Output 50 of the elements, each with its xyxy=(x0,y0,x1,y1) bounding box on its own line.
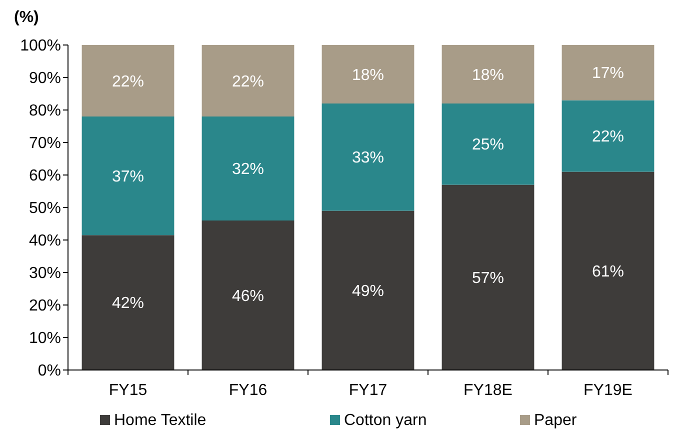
data-label: 17% xyxy=(592,65,624,82)
bar xyxy=(442,104,534,185)
legend-label: Home Textile xyxy=(114,412,206,429)
x-tick-label: FY16 xyxy=(228,382,268,399)
bar xyxy=(322,104,414,211)
legend-label: Paper xyxy=(534,412,578,429)
y-tick-label: 20% xyxy=(28,298,61,315)
data-label: 25% xyxy=(472,136,504,154)
data-label: 46% xyxy=(232,288,264,305)
bar xyxy=(562,45,654,100)
data-label: 33% xyxy=(352,150,384,167)
bar xyxy=(82,45,174,116)
y-tick-label: 70% xyxy=(28,135,61,152)
y-tick-label: 80% xyxy=(28,102,61,120)
y-tick-label: 40% xyxy=(28,232,61,250)
data-label: 22% xyxy=(592,128,624,146)
y-tick-label: 100% xyxy=(20,38,61,55)
data-label: 61% xyxy=(592,263,624,280)
x-tick-label: FY17 xyxy=(348,382,388,399)
data-label: 18% xyxy=(472,66,504,84)
legend-label: Cotton yarn xyxy=(344,412,427,429)
y-tick-label: 0% xyxy=(38,362,61,380)
y-axis-title: (%) xyxy=(14,9,39,26)
data-label: 49% xyxy=(352,282,384,300)
y-tick-label: 30% xyxy=(28,265,61,282)
bar xyxy=(442,184,534,370)
data-label: 32% xyxy=(232,161,264,178)
bar xyxy=(562,172,654,370)
bar xyxy=(202,45,294,116)
bar xyxy=(562,100,654,172)
data-label: 18% xyxy=(352,66,384,84)
y-tick-label: 60% xyxy=(28,168,61,185)
data-label: 22% xyxy=(232,73,264,90)
bar xyxy=(82,116,174,236)
data-label: 57% xyxy=(472,270,504,287)
data-label: 22% xyxy=(112,73,144,90)
y-tick-label: 10% xyxy=(28,330,61,348)
x-tick-label: FY15 xyxy=(108,382,148,399)
bar xyxy=(82,235,174,370)
bar xyxy=(322,210,414,370)
y-tick-label: 90% xyxy=(28,70,61,88)
data-label: 42% xyxy=(112,295,144,312)
bar xyxy=(202,220,294,370)
bar xyxy=(322,45,414,104)
x-tick-label: FY19E xyxy=(584,382,632,399)
bar xyxy=(442,45,534,104)
bar xyxy=(202,116,294,220)
x-tick-label: FY18E xyxy=(464,382,512,399)
y-tick-label: 50% xyxy=(28,200,61,218)
data-label: 37% xyxy=(112,168,144,186)
